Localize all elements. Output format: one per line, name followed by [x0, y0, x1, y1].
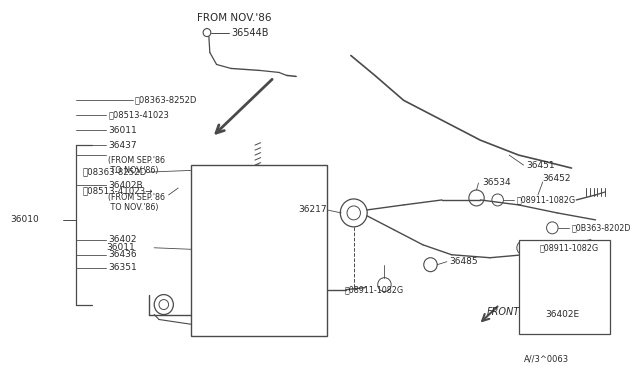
Text: 36534: 36534 — [483, 177, 511, 186]
Text: 36452: 36452 — [543, 173, 572, 183]
Text: 36451: 36451 — [527, 161, 555, 170]
Text: 36436: 36436 — [108, 250, 137, 259]
FancyBboxPatch shape — [191, 165, 327, 336]
Text: 36402E: 36402E — [546, 310, 580, 319]
Text: (FROM SEP.'86: (FROM SEP.'86 — [108, 155, 165, 164]
Text: 36011: 36011 — [106, 243, 135, 252]
Text: 36010: 36010 — [10, 215, 39, 224]
Text: Ⓜ0B363-8202D: Ⓜ0B363-8202D — [572, 223, 631, 232]
Text: (FROM SEP.'86: (FROM SEP.'86 — [108, 193, 165, 202]
Text: 36485: 36485 — [450, 257, 478, 266]
Text: 36217: 36217 — [298, 205, 326, 214]
Text: TO NOV.'86): TO NOV.'86) — [108, 166, 159, 174]
Text: 36402: 36402 — [108, 235, 137, 244]
Text: Ⓞ08911-1082G: Ⓞ08911-1082G — [517, 195, 576, 205]
Text: 36437: 36437 — [108, 141, 137, 150]
Text: Ⓞ08911-1082G: Ⓞ08911-1082G — [540, 243, 599, 252]
Text: FROM NOV.'86: FROM NOV.'86 — [197, 13, 272, 23]
Text: 36402B: 36402B — [108, 180, 143, 189]
FancyBboxPatch shape — [519, 240, 610, 334]
Text: 36011: 36011 — [108, 126, 137, 135]
Text: Ⓜ08513-41023→: Ⓜ08513-41023→ — [82, 186, 153, 195]
Text: FRONT: FRONT — [487, 307, 520, 317]
Text: Ⓜ08513-41023: Ⓜ08513-41023 — [108, 111, 169, 120]
Text: Ⓜ08363-8252D: Ⓜ08363-8252D — [135, 96, 197, 105]
Text: Ⓜ08363-8252D: Ⓜ08363-8252D — [82, 167, 147, 177]
Text: 36544B: 36544B — [231, 28, 268, 38]
Text: TO NOV.'86): TO NOV.'86) — [108, 203, 159, 212]
Text: 36351: 36351 — [108, 263, 137, 272]
Text: A//3^0063: A//3^0063 — [524, 355, 569, 364]
Text: Ⓞ08911-1082G: Ⓞ08911-1082G — [344, 285, 403, 294]
